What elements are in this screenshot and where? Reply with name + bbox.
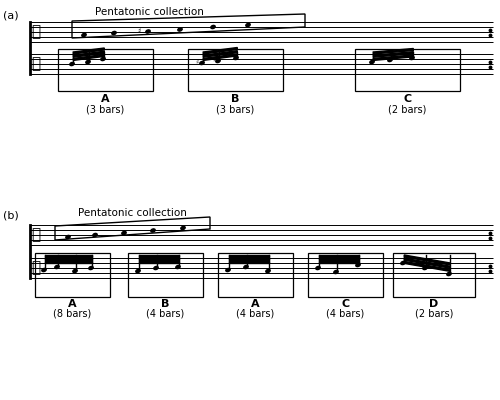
- Text: ♯: ♯: [212, 58, 216, 64]
- Ellipse shape: [178, 28, 182, 31]
- Polygon shape: [320, 258, 360, 260]
- Ellipse shape: [82, 33, 86, 37]
- Ellipse shape: [136, 269, 140, 273]
- Polygon shape: [140, 258, 179, 260]
- Text: (4 bars): (4 bars): [236, 309, 275, 319]
- Text: (a): (a): [3, 10, 18, 20]
- Ellipse shape: [89, 266, 93, 270]
- Text: (2 bars): (2 bars): [388, 104, 426, 114]
- Ellipse shape: [42, 268, 46, 272]
- Bar: [218, 253, 293, 297]
- Polygon shape: [374, 52, 414, 57]
- Text: ♯: ♯: [196, 60, 198, 66]
- Bar: [188, 49, 283, 91]
- Text: (4 bars): (4 bars): [146, 309, 184, 319]
- Ellipse shape: [266, 269, 270, 273]
- Ellipse shape: [176, 265, 180, 269]
- Polygon shape: [320, 262, 360, 263]
- Ellipse shape: [216, 59, 220, 63]
- Bar: [393, 253, 475, 297]
- Polygon shape: [204, 54, 238, 60]
- Polygon shape: [204, 48, 238, 54]
- Ellipse shape: [370, 60, 374, 64]
- Bar: [35, 253, 110, 297]
- Polygon shape: [46, 255, 92, 257]
- Ellipse shape: [73, 269, 77, 273]
- Ellipse shape: [447, 272, 451, 276]
- Ellipse shape: [154, 266, 158, 270]
- Text: (2 bars): (2 bars): [415, 309, 453, 319]
- Ellipse shape: [101, 57, 105, 61]
- Text: (4 bars): (4 bars): [326, 309, 364, 319]
- Polygon shape: [204, 51, 238, 57]
- Ellipse shape: [316, 266, 320, 270]
- Polygon shape: [404, 255, 450, 265]
- Ellipse shape: [66, 235, 70, 239]
- Polygon shape: [374, 48, 414, 54]
- Ellipse shape: [244, 265, 248, 269]
- Ellipse shape: [86, 60, 90, 64]
- Polygon shape: [46, 258, 92, 260]
- Polygon shape: [140, 262, 179, 263]
- Bar: [58, 49, 153, 91]
- Ellipse shape: [226, 268, 230, 272]
- Text: A: A: [251, 299, 260, 309]
- Ellipse shape: [410, 56, 414, 60]
- Ellipse shape: [356, 263, 360, 267]
- Bar: [128, 253, 203, 297]
- Bar: [355, 49, 460, 91]
- Polygon shape: [74, 48, 104, 54]
- Text: (8 bars): (8 bars): [54, 309, 92, 319]
- Text: Pentatonic collection: Pentatonic collection: [78, 208, 187, 218]
- Ellipse shape: [146, 30, 150, 33]
- Text: C: C: [342, 299, 349, 309]
- Text: 𝄞: 𝄞: [31, 260, 40, 276]
- Text: Pentatonic collection: Pentatonic collection: [95, 7, 204, 17]
- Text: B: B: [232, 94, 239, 104]
- Ellipse shape: [55, 265, 59, 269]
- Ellipse shape: [70, 62, 74, 66]
- Ellipse shape: [151, 229, 155, 232]
- Polygon shape: [140, 255, 179, 257]
- Polygon shape: [374, 55, 414, 60]
- Ellipse shape: [112, 31, 116, 35]
- Ellipse shape: [211, 25, 215, 29]
- Text: ♯: ♯: [138, 28, 141, 34]
- Polygon shape: [74, 54, 104, 60]
- Polygon shape: [230, 255, 270, 257]
- Polygon shape: [230, 258, 270, 260]
- Ellipse shape: [200, 61, 204, 65]
- Text: 𝄞: 𝄞: [31, 228, 40, 242]
- Text: (3 bars): (3 bars): [86, 104, 124, 114]
- Text: (3 bars): (3 bars): [216, 104, 254, 114]
- Text: A: A: [68, 299, 77, 309]
- Ellipse shape: [234, 56, 238, 60]
- Ellipse shape: [93, 233, 97, 237]
- Ellipse shape: [423, 266, 427, 270]
- Ellipse shape: [388, 58, 392, 62]
- Ellipse shape: [401, 261, 405, 265]
- Text: (b): (b): [3, 210, 19, 220]
- Ellipse shape: [246, 23, 250, 27]
- Ellipse shape: [181, 226, 185, 230]
- Polygon shape: [404, 258, 450, 268]
- Ellipse shape: [122, 231, 126, 235]
- Polygon shape: [320, 255, 360, 257]
- Polygon shape: [74, 51, 104, 57]
- Ellipse shape: [334, 270, 338, 274]
- Text: 𝄞: 𝄞: [31, 56, 40, 72]
- Polygon shape: [230, 262, 270, 263]
- Polygon shape: [404, 262, 450, 271]
- Bar: [308, 253, 383, 297]
- Text: B: B: [162, 299, 170, 309]
- Polygon shape: [46, 262, 92, 263]
- Text: A: A: [101, 94, 110, 104]
- Text: D: D: [430, 299, 438, 309]
- Text: 𝄞: 𝄞: [31, 24, 40, 40]
- Text: C: C: [404, 94, 411, 104]
